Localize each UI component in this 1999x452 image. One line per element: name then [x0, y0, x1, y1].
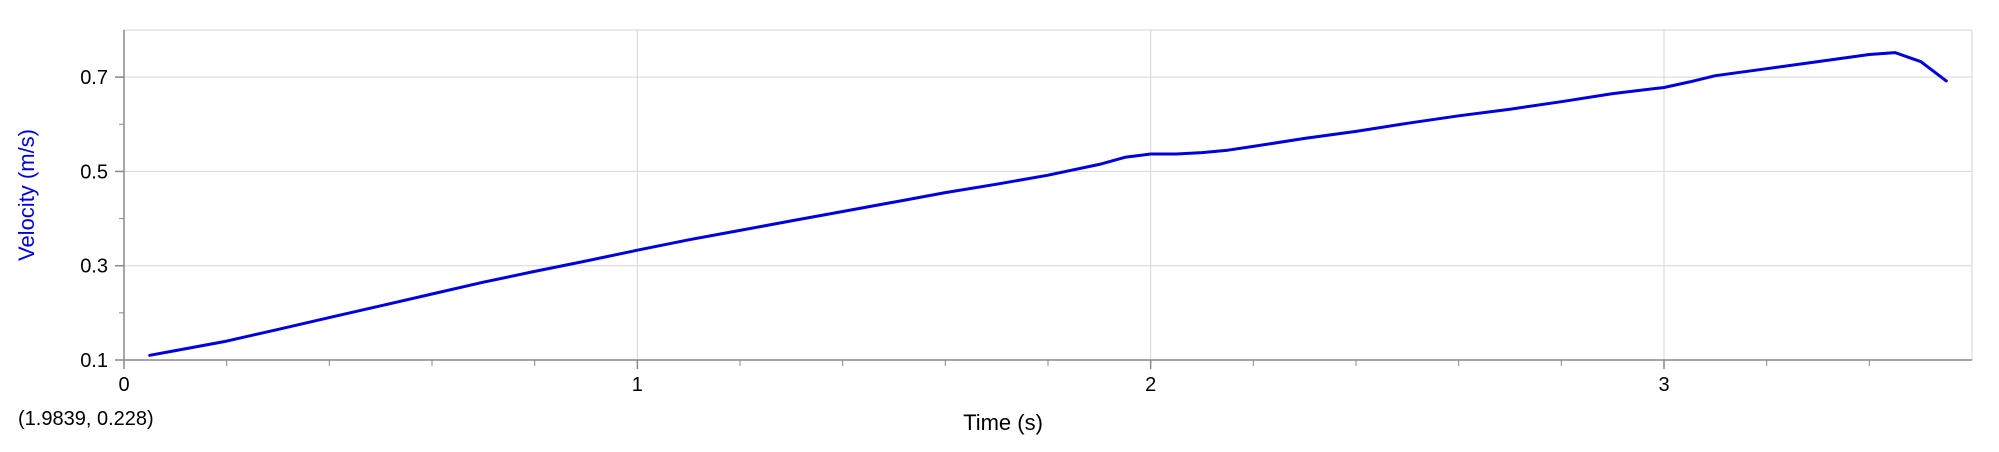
- cursor-coordinate-readout: (1.9839, 0.228): [18, 408, 154, 430]
- minor-ticks: [119, 123, 1870, 366]
- x-tick-label: 1: [632, 374, 643, 396]
- y-tick-labels: 0.1 0.3 0.5 0.7: [80, 67, 108, 372]
- x-tick-label: 2: [1145, 374, 1156, 396]
- y-tick-label: 0.3: [80, 256, 108, 278]
- x-axis-title: Time (s): [963, 410, 1043, 435]
- series-line-velocity: [148, 51, 1948, 357]
- x-tick-labels: 0 1 2 3: [118, 374, 1669, 396]
- y-tick-label: 0.1: [80, 350, 108, 372]
- y-tick-label: 0.5: [80, 161, 108, 183]
- x-tick-label: 3: [1658, 374, 1669, 396]
- x-tick-label: 0: [118, 374, 129, 396]
- y-tick-label: 0.7: [80, 67, 108, 89]
- y-axis-title: Velocity (m/s): [14, 129, 39, 261]
